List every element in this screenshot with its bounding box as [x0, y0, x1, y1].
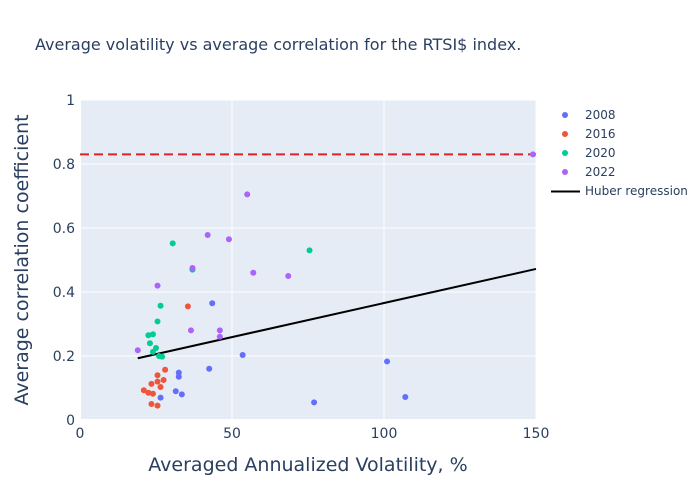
legend-label: 2020 [585, 146, 616, 160]
point-2008 [239, 352, 246, 359]
point-2008 [178, 391, 185, 398]
legend-label: 2022 [585, 165, 616, 179]
legend-label: 2016 [585, 127, 616, 141]
point-2020 [145, 332, 152, 339]
tick-labels: 0 50 100 150 0 0.2 0.4 0.6 0.8 1 [53, 93, 550, 442]
reference-lines [80, 153, 537, 360]
legend-item-regression[interactable]: Huber regression [551, 184, 688, 198]
grid [79, 99, 537, 421]
point-2016 [184, 303, 191, 310]
point-2022 [187, 327, 194, 334]
point-2016 [162, 366, 169, 373]
point-2022 [225, 236, 232, 243]
x-axis-title: Averaged Annualized Volatility, % [148, 454, 467, 476]
y-tick-label: 0.6 [53, 221, 75, 237]
point-2020 [149, 331, 156, 338]
legend-marker [562, 169, 568, 175]
y-tick-label: 0 [66, 413, 75, 429]
point-2016 [148, 380, 155, 387]
legend-item-2022[interactable]: 2022 [562, 165, 616, 179]
point-2022 [244, 191, 251, 198]
point-2008 [402, 393, 409, 400]
point-2022 [134, 347, 141, 354]
point-2022 [285, 273, 292, 279]
legend-marker [562, 150, 568, 156]
point-2008 [175, 369, 182, 376]
point-2016 [154, 378, 161, 385]
point-2008 [206, 365, 213, 372]
data-points [134, 151, 536, 409]
legend[interactable]: 2008 2016 2020 2022 Huber regression [551, 108, 688, 198]
point-2008 [209, 300, 216, 307]
legend-item-2016[interactable]: 2016 [562, 127, 616, 141]
y-tick-label: 0.2 [53, 349, 75, 365]
point-2020 [306, 247, 313, 254]
regression-line [137, 267, 537, 360]
point-2022 [216, 333, 223, 340]
y-tick-label: 0.4 [53, 285, 75, 301]
point-2016 [154, 372, 161, 379]
point-2022 [204, 232, 211, 239]
point-2016 [149, 390, 156, 397]
point-2022 [154, 282, 161, 289]
point-2022 [529, 151, 536, 158]
plot-area [80, 100, 536, 420]
point-2020 [169, 240, 176, 247]
point-2016 [148, 401, 155, 407]
point-2016 [157, 384, 164, 391]
point-2008 [311, 399, 318, 406]
point-2020 [159, 353, 166, 360]
y-axis-title: Average correlation coefficient [11, 114, 33, 405]
point-2008 [175, 373, 182, 380]
point-2022 [189, 265, 196, 271]
y-tick-label: 0.8 [53, 157, 75, 173]
point-2020 [153, 345, 159, 351]
point-2008 [384, 358, 391, 365]
legend-label: 2008 [585, 108, 616, 122]
legend-marker [562, 131, 568, 137]
x-tick-label: 50 [223, 426, 241, 442]
point-2008 [172, 388, 179, 395]
point-2016 [154, 402, 161, 409]
legend-marker [562, 112, 568, 118]
point-2020 [146, 340, 153, 347]
x-tick-label: 0 [76, 426, 85, 442]
point-2016 [145, 389, 152, 396]
legend-label: Huber regression [585, 184, 688, 198]
point-2016 [160, 377, 167, 383]
point-2008 [157, 394, 164, 401]
x-tick-label: 150 [523, 426, 550, 442]
point-2020 [157, 302, 164, 309]
point-2020 [154, 318, 161, 325]
point-2022 [250, 269, 257, 276]
point-2016 [140, 387, 147, 394]
x-tick-label: 100 [371, 426, 398, 442]
legend-item-2020[interactable]: 2020 [562, 146, 616, 160]
y-tick-label: 1 [66, 93, 75, 109]
chart-title: Average volatility vs average correlatio… [35, 35, 521, 54]
legend-item-2008[interactable]: 2008 [562, 108, 616, 122]
point-2022 [216, 327, 223, 334]
